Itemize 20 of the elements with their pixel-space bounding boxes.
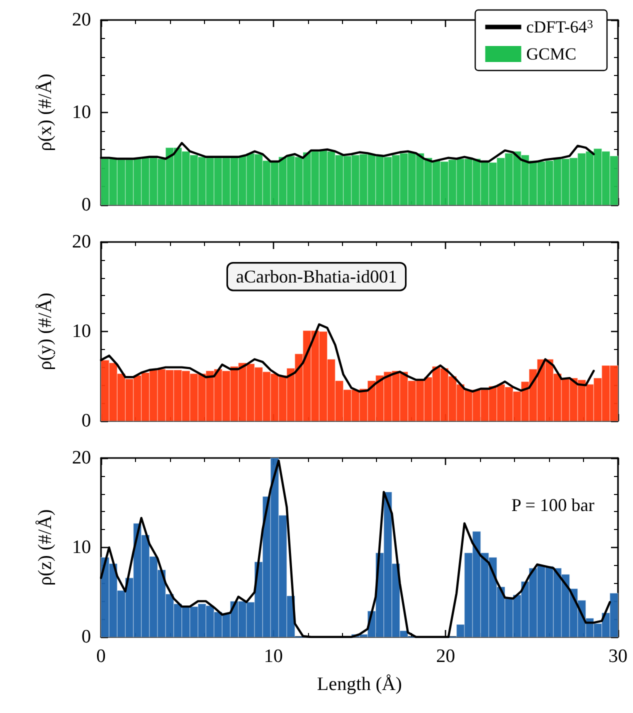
x-tick-label: 0 [96,646,106,667]
y-tick-label: 10 [72,321,91,342]
y-axis-title: ρ(z) (#/Å) [35,509,56,586]
y-axis-title: ρ(y) (#/Å) [35,292,56,370]
y-tick-label: 10 [72,102,91,123]
y-tick-label: 20 [72,10,91,30]
y-tick-label: 20 [72,232,91,252]
y-tick-label: 10 [72,537,91,558]
y-axis-title: ρ(x) (#/Å) [35,74,56,152]
y-tick-label: 20 [72,448,91,468]
x-axis-title: Length (Å) [317,674,402,695]
annotation: P = 100 bar [511,495,594,515]
y-tick-label: 0 [82,410,91,432]
legend-label: GCMC [526,44,576,64]
x-tick-label: 20 [436,646,456,667]
y-tick-label: 0 [82,626,91,648]
annotation: aCarbon-Bhatia-id001 [236,266,397,287]
x-tick-label: 10 [264,646,283,667]
x-tick-label: 30 [608,646,628,667]
y-tick-label: 0 [82,194,91,216]
